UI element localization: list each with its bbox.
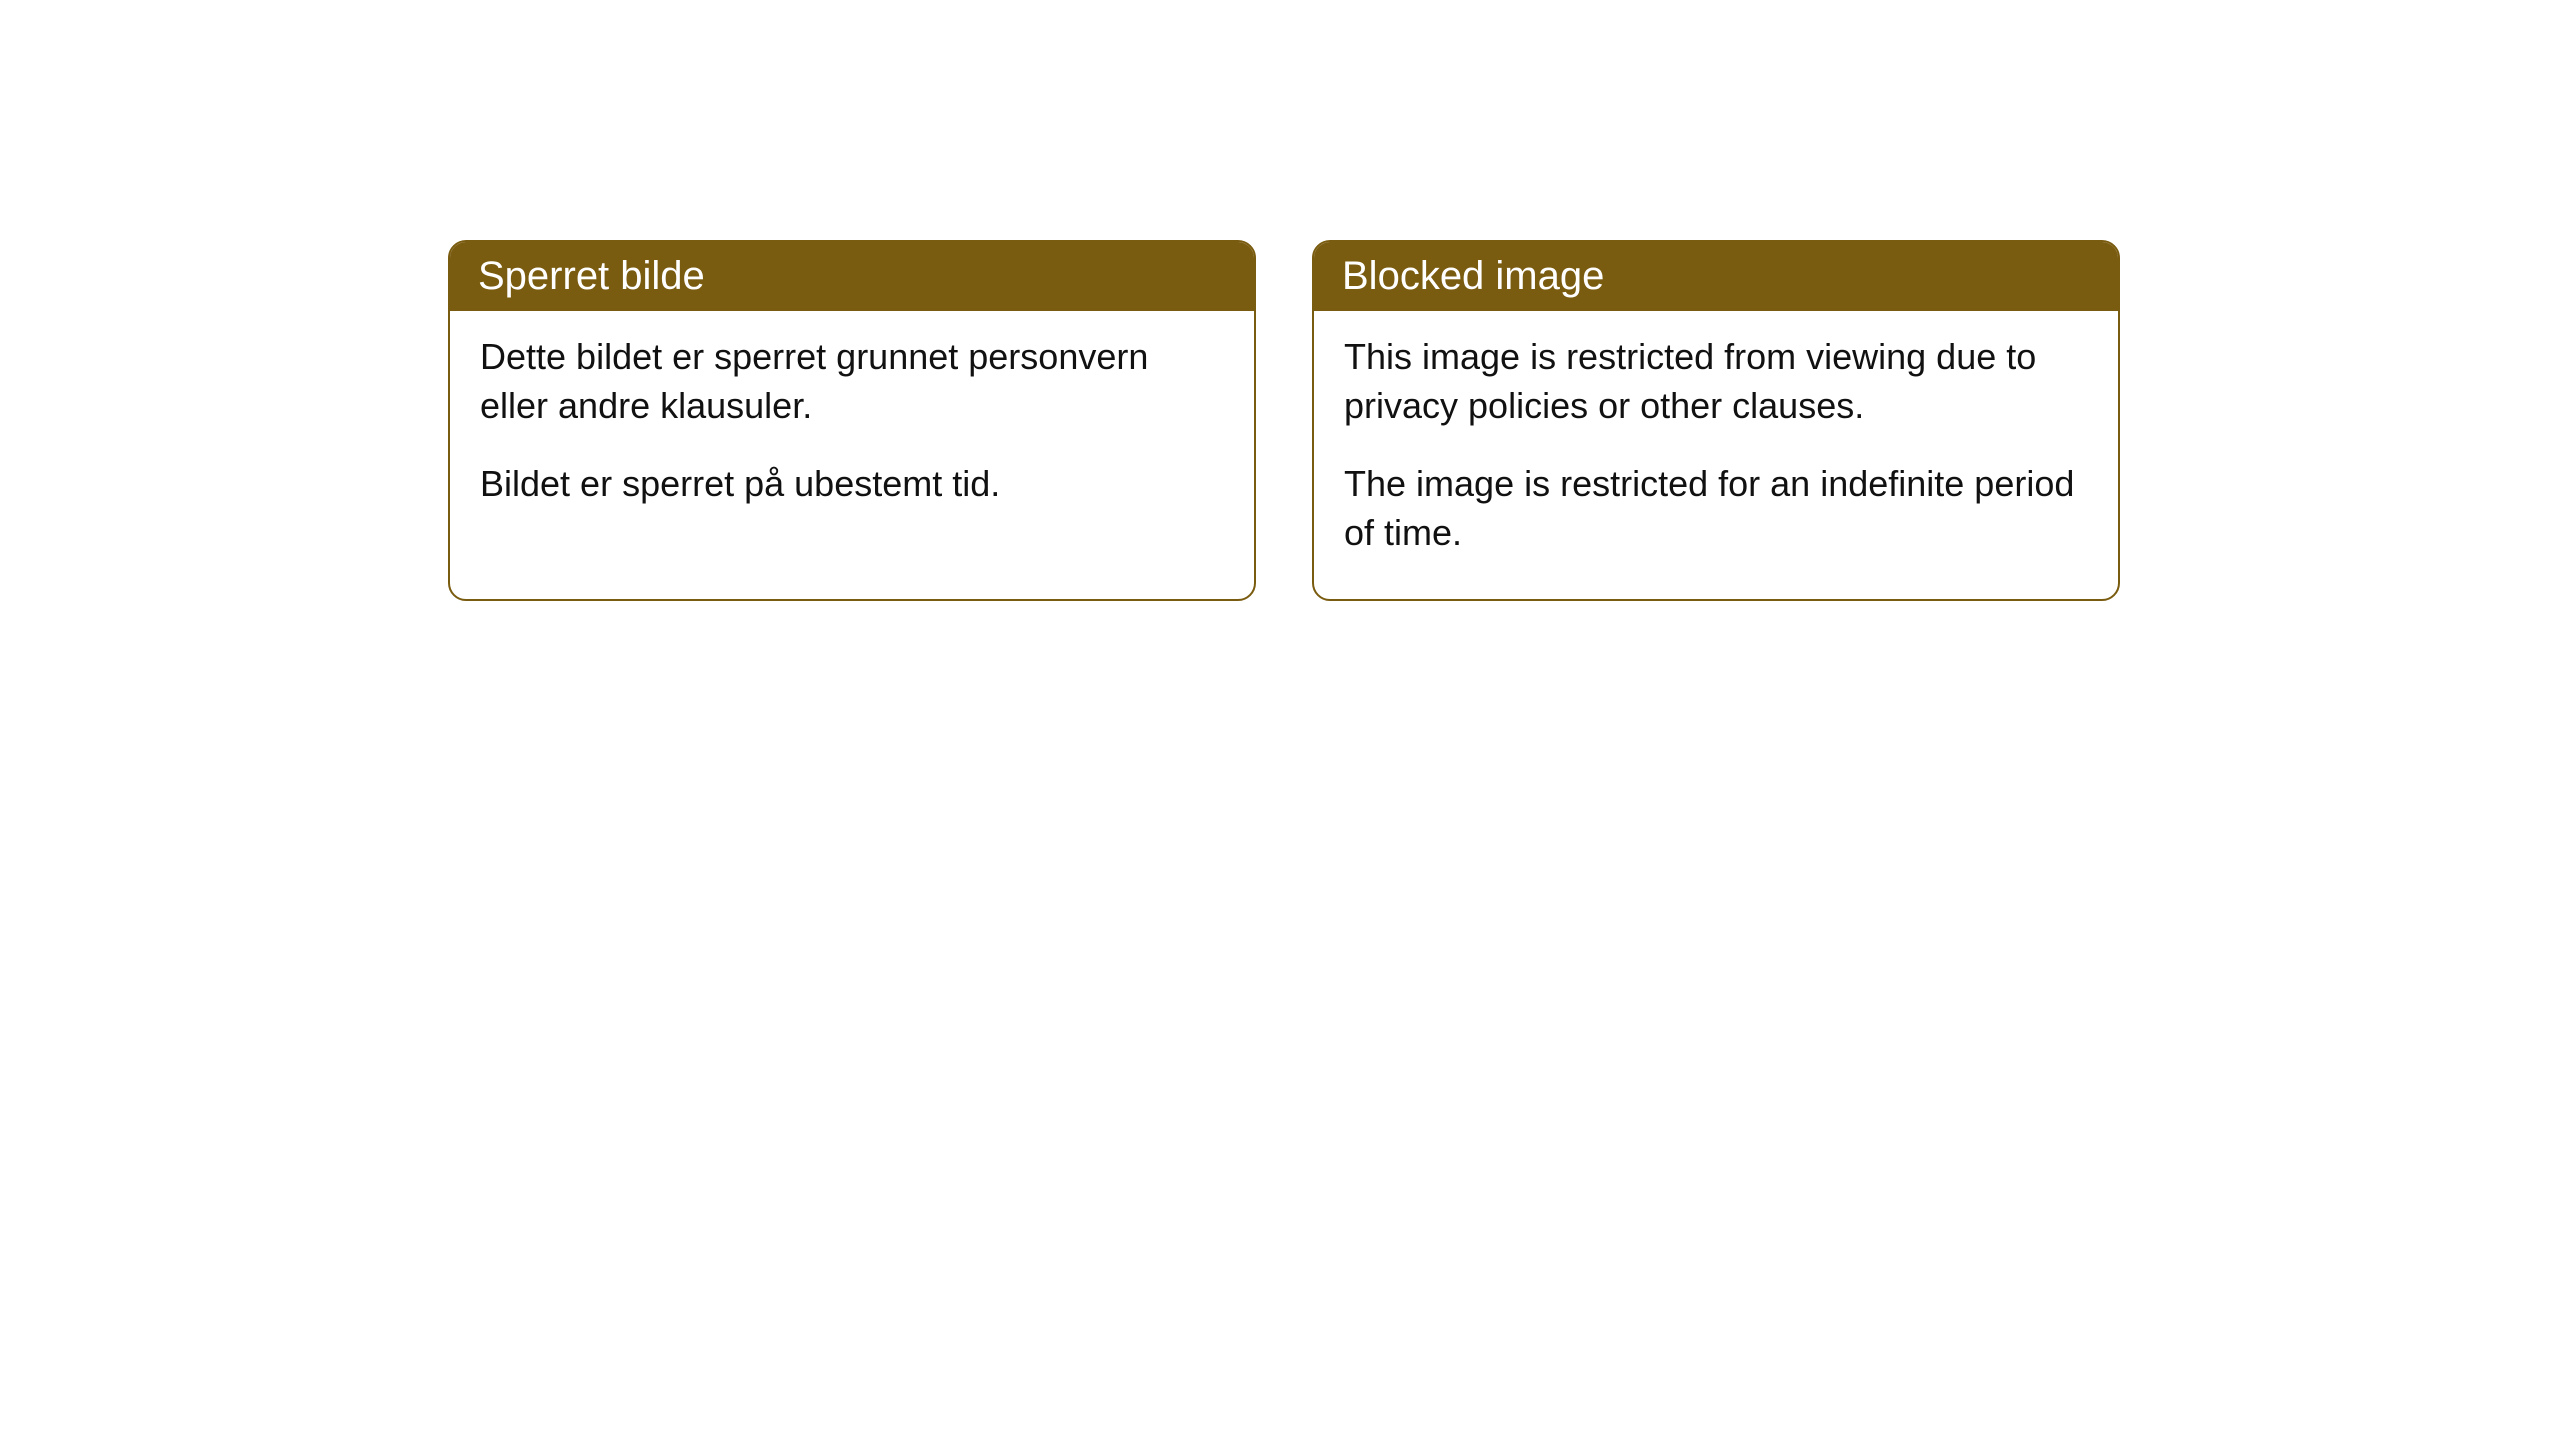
card-paragraph: The image is restricted for an indefinit… (1344, 460, 2088, 557)
card-header: Blocked image (1314, 242, 2118, 311)
card-body: Dette bildet er sperret grunnet personve… (450, 311, 1254, 551)
card-paragraph: This image is restricted from viewing du… (1344, 333, 2088, 430)
card-body: This image is restricted from viewing du… (1314, 311, 2118, 599)
card-header: Sperret bilde (450, 242, 1254, 311)
notice-card-english: Blocked image This image is restricted f… (1312, 240, 2120, 601)
card-paragraph: Bildet er sperret på ubestemt tid. (480, 460, 1224, 509)
notice-card-norwegian: Sperret bilde Dette bildet er sperret gr… (448, 240, 1256, 601)
notice-cards-container: Sperret bilde Dette bildet er sperret gr… (448, 240, 2120, 601)
card-paragraph: Dette bildet er sperret grunnet personve… (480, 333, 1224, 430)
